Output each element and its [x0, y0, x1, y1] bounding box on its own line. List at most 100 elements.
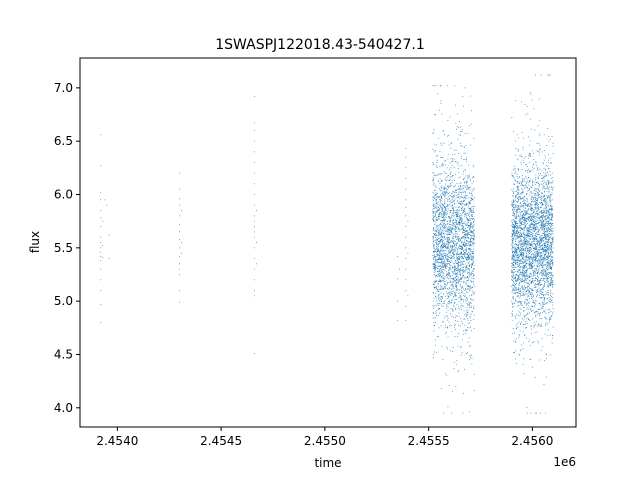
data-point — [516, 235, 518, 237]
data-point — [467, 237, 468, 238]
data-point — [530, 282, 532, 284]
data-point — [179, 198, 181, 200]
data-point — [438, 314, 440, 316]
data-point — [521, 286, 522, 288]
data-point — [456, 243, 457, 245]
data-point — [441, 157, 443, 159]
data-point — [441, 286, 443, 288]
data-point — [514, 255, 515, 257]
data-point — [548, 167, 549, 169]
data-point — [513, 283, 515, 284]
data-point — [453, 269, 455, 270]
data-point — [450, 267, 452, 269]
data-point — [448, 292, 450, 294]
data-point — [540, 237, 542, 239]
data-point — [516, 223, 518, 224]
data-point — [454, 298, 456, 300]
data-point — [537, 187, 539, 189]
data-point — [551, 216, 553, 218]
data-point — [461, 188, 463, 190]
data-point — [454, 243, 456, 245]
data-point — [438, 246, 439, 247]
data-point — [434, 287, 435, 289]
data-point — [439, 166, 441, 167]
data-point — [511, 188, 513, 190]
data-point — [450, 294, 452, 296]
data-point — [438, 187, 440, 189]
data-point — [438, 206, 439, 208]
data-point — [447, 234, 449, 235]
data-point — [473, 253, 475, 255]
data-point — [541, 221, 542, 223]
data-point — [469, 176, 470, 178]
data-point — [464, 295, 466, 297]
data-point — [539, 237, 540, 238]
data-point — [532, 300, 534, 302]
data-point — [456, 235, 458, 237]
data-point — [445, 212, 447, 214]
data-point — [440, 190, 442, 192]
data-point — [435, 248, 437, 250]
data-point — [438, 258, 440, 260]
data-point — [435, 244, 437, 246]
data-point — [537, 245, 539, 247]
data-point — [440, 258, 442, 260]
data-point — [450, 260, 452, 262]
data-point — [512, 241, 514, 243]
data-point — [536, 251, 538, 253]
data-point — [523, 237, 525, 239]
data-point — [526, 253, 528, 255]
data-point — [546, 298, 548, 300]
data-point — [532, 232, 534, 234]
data-point — [516, 189, 518, 191]
data-point — [536, 202, 538, 204]
data-point — [473, 294, 475, 295]
data-point — [511, 272, 513, 274]
data-point — [540, 279, 542, 281]
data-point — [440, 301, 442, 303]
data-point — [100, 191, 102, 193]
data-point — [438, 294, 440, 296]
data-point — [460, 287, 462, 289]
data-point — [450, 228, 452, 229]
data-point — [535, 254, 536, 256]
data-point — [470, 144, 472, 146]
data-point — [527, 243, 529, 245]
data-point — [536, 331, 538, 333]
data-point — [442, 276, 444, 278]
data-point — [456, 275, 458, 277]
data-point — [453, 288, 455, 290]
data-point — [511, 258, 513, 259]
data-point — [461, 276, 463, 278]
data-point — [253, 215, 255, 217]
data-point — [544, 191, 546, 193]
data-point — [543, 221, 545, 222]
data-point — [552, 237, 554, 239]
data-point — [511, 262, 513, 264]
data-point — [434, 212, 436, 214]
data-point — [533, 234, 535, 236]
data-point — [461, 247, 463, 248]
data-point — [530, 206, 532, 208]
data-point — [527, 236, 529, 238]
data-point — [532, 253, 534, 255]
data-point — [454, 248, 456, 250]
data-point — [545, 221, 547, 223]
data-point — [432, 235, 434, 237]
data-point — [407, 252, 409, 254]
data-point — [523, 255, 525, 256]
data-point — [551, 186, 553, 188]
data-point — [459, 126, 461, 128]
data-point — [524, 239, 526, 241]
data-point — [468, 197, 470, 199]
data-point — [457, 161, 459, 163]
data-point — [526, 407, 528, 408]
data-point — [452, 191, 454, 193]
data-point — [407, 220, 409, 222]
data-point — [100, 210, 102, 211]
data-point — [547, 197, 549, 198]
data-point — [438, 217, 439, 219]
data-point — [538, 297, 540, 298]
data-point — [442, 220, 443, 222]
data-point — [465, 244, 466, 246]
